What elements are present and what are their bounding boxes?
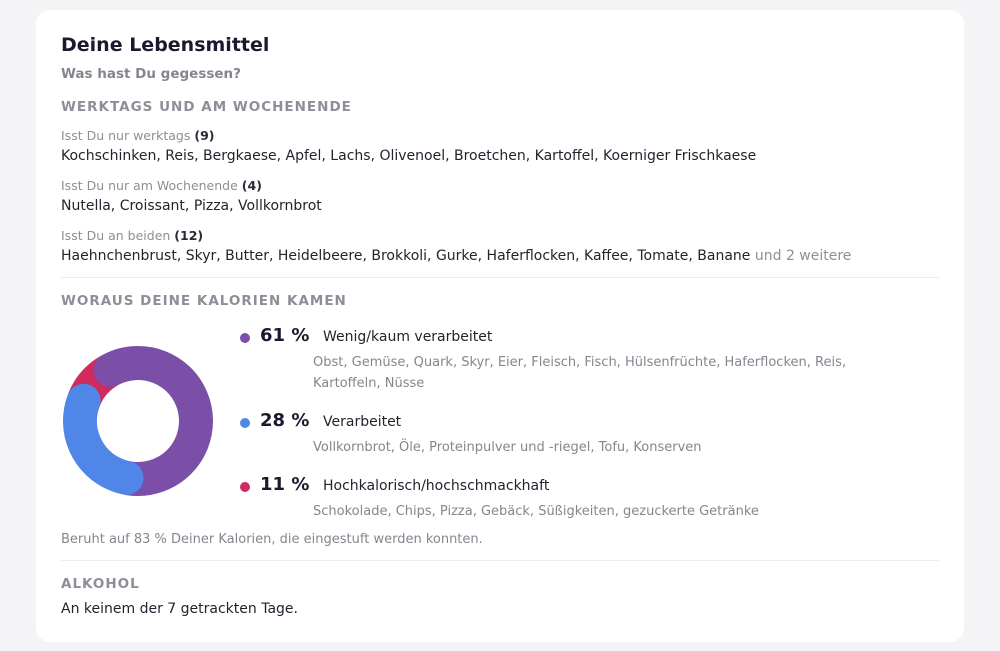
group-label-text: Isst Du nur am Wochenende [61,178,238,193]
calorie-donut-chart [63,345,213,496]
category-name: Wenig/kaum verarbeitet [323,329,493,345]
calorie-coverage-note: Beruht auf 83 % Deiner Kalorien, die ein… [61,532,483,547]
category-percent: 28 % [260,410,310,431]
category-name: Verarbeitet [323,414,402,430]
category-percent: 11 % [260,474,310,495]
card-subtitle: Was hast Du gegessen? [61,66,241,82]
more-foods-link[interactable]: und 2 weitere [754,248,852,264]
category-description: Obst, Gemüse, Quark, Skyr, Eier, Fleisch… [313,355,846,391]
category-description: Vollkornbrot, Öle, Proteinpulver und -ri… [313,440,702,455]
section-divider [61,277,939,278]
weekend-only-label: Isst Du nur am Wochenende (4) [61,178,262,193]
card-title: Deine Lebensmittel [61,34,270,56]
weekend-only-foods: Nutella, Croissant, Pizza, Vollkornbrot [61,198,322,214]
alcohol-summary: An keinem der 7 getrackten Tage. [61,601,298,617]
category-dot [240,482,250,492]
both-days-label: Isst Du an beiden (12) [61,228,203,243]
food-summary-card: Deine Lebensmittel Was hast Du gegessen?… [36,10,964,642]
weekdays-only-foods: Kochschinken, Reis, Bergkaese, Apfel, La… [61,148,757,164]
donut-segment [63,345,213,496]
category-name: Hochkalorisch/hochschmackhaft [323,478,550,494]
group-label-text: Isst Du nur werktags [61,128,191,143]
section-divider [61,560,939,561]
calories-section-heading: WORAUS DEINE KALORIEN KAMEN [61,293,347,309]
group-count: (9) [194,128,215,143]
category-description: Schokolade, Chips, Pizza, Gebäck, Süßigk… [313,504,759,519]
both-days-foods: Haehnchenbrust, Skyr, Butter, Heidelbeer… [61,248,851,264]
weekdays-only-label: Isst Du nur werktags (9) [61,128,214,143]
donut-segments [63,345,213,496]
category-dot [240,418,250,428]
alcohol-section-heading: ALKOHOL [61,576,140,592]
group-label-text: Isst Du an beiden [61,228,171,243]
weekdays-section-heading: WERKTAGS UND AM WOCHENENDE [61,99,352,115]
category-dot [240,333,250,343]
category-percent: 61 % [260,325,310,346]
food-list-text: Haehnchenbrust, Skyr, Butter, Heidelbeer… [61,248,751,264]
group-count: (4) [241,178,262,193]
group-count: (12) [174,228,204,243]
